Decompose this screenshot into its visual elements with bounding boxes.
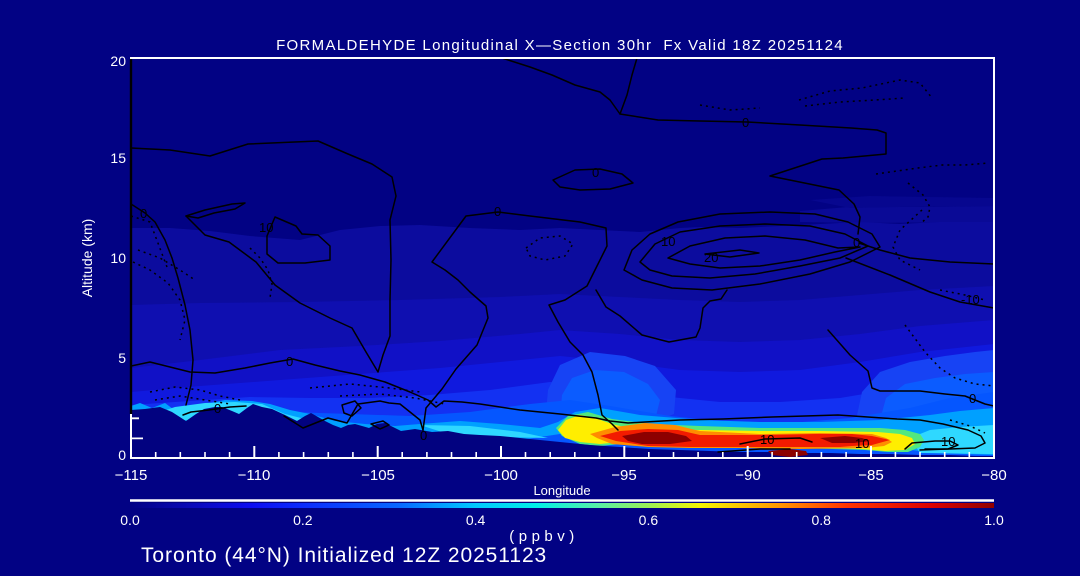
svg-text:0.6: 0.6 [639, 512, 659, 528]
svg-text:Toronto (44°N) Initialized 12Z: Toronto (44°N) Initialized 12Z 20251123 [141, 544, 547, 567]
svg-text:−80: −80 [981, 467, 1006, 484]
svg-text:−105: −105 [361, 467, 395, 484]
svg-text:1.0: 1.0 [984, 512, 1004, 528]
svg-text:FORMALDEHYDE Longitudinal X—Se: FORMALDEHYDE Longitudinal X—Section 30hr… [276, 37, 844, 54]
svg-text:0: 0 [494, 204, 501, 219]
svg-text:0: 0 [969, 391, 976, 406]
svg-text:−100: −100 [484, 467, 518, 484]
svg-text:10: 10 [855, 436, 869, 451]
svg-text:0: 0 [140, 206, 147, 221]
svg-text:0.8: 0.8 [811, 512, 831, 528]
svg-text:0: 0 [118, 447, 126, 463]
svg-text:0.2: 0.2 [293, 512, 313, 528]
svg-text:-10: -10 [961, 292, 980, 307]
svg-text:0.4: 0.4 [466, 512, 486, 528]
svg-text:0: 0 [420, 428, 427, 443]
svg-text:−110: −110 [238, 467, 271, 484]
svg-text:10: 10 [760, 432, 774, 447]
svg-text:10: 10 [110, 250, 126, 266]
svg-text:10: 10 [259, 220, 273, 235]
svg-text:15: 15 [110, 150, 126, 166]
svg-text:0: 0 [286, 354, 293, 369]
svg-text:20: 20 [110, 53, 126, 69]
svg-text:0: 0 [592, 165, 599, 180]
svg-text:0.0: 0.0 [120, 512, 140, 528]
svg-text:10: 10 [661, 234, 675, 249]
svg-text:−115: −115 [115, 467, 148, 484]
svg-text:20: 20 [704, 250, 718, 265]
svg-text:Altitude (km): Altitude (km) [79, 219, 95, 298]
svg-text:Longitude: Longitude [533, 483, 590, 498]
svg-text:−90: −90 [735, 467, 760, 484]
svg-text:(ppbv): (ppbv) [509, 528, 579, 545]
svg-text:10: 10 [941, 434, 955, 449]
svg-text:−95: −95 [611, 467, 636, 484]
svg-text:0: 0 [742, 115, 749, 130]
svg-text:5: 5 [118, 350, 126, 366]
svg-text:0: 0 [214, 401, 221, 416]
svg-text:0: 0 [853, 235, 860, 250]
svg-text:−85: −85 [858, 467, 883, 484]
